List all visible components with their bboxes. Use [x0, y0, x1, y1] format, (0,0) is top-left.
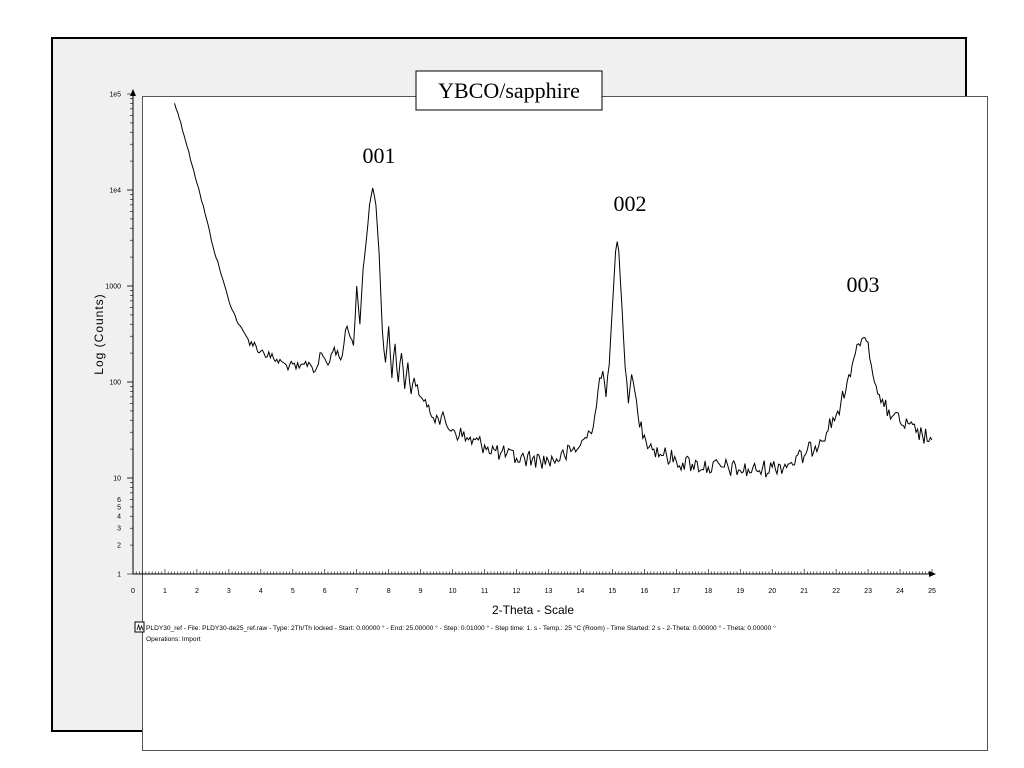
x-axis-arrow: [929, 571, 936, 577]
y-tick-label: 10: [113, 476, 121, 483]
x-tick-label: 8: [387, 588, 391, 595]
x-tick-label: 18: [704, 588, 712, 595]
y-axis-label: Log (Counts): [92, 293, 106, 374]
x-tick-label: 3: [227, 588, 231, 595]
legend-swatch-glyph: [136, 623, 144, 632]
slide-frame: [51, 37, 988, 751]
x-tick-label: 22: [832, 588, 840, 595]
x-tick-label: 1: [163, 588, 167, 595]
annotation-003: 003: [847, 272, 880, 297]
y-tick-marks: [127, 93, 133, 575]
y-tick-label: 3: [117, 526, 121, 533]
x-tick-label: 20: [768, 588, 776, 595]
x-tick-label: 7: [355, 588, 359, 595]
y-tick-label: 1000: [105, 284, 121, 291]
x-tick-label: 13: [545, 588, 553, 595]
x-axis-label: 2-Theta - Scale: [492, 603, 574, 617]
legend-operations: Operations: Import: [146, 636, 201, 643]
annotation-002: 002: [614, 191, 647, 216]
y-tick-label: 5: [117, 504, 121, 511]
annotation-001: 001: [363, 143, 396, 168]
x-tick-label: 10: [449, 588, 457, 595]
y-tick-label: 4: [117, 514, 121, 521]
x-tick-label: 2: [195, 588, 199, 595]
x-tick-label: 9: [419, 588, 423, 595]
x-tick-label: 11: [481, 588, 488, 595]
x-tick-label: 23: [864, 588, 872, 595]
x-tick-label: 19: [736, 588, 744, 595]
x-tick-labels: 0 1 2 3 4 5 6 7 8 9 10 11 12 13 14 15 16 17 18 19 20 21 22 23 24…: [131, 588, 936, 595]
chart-title: YBCO/sapphire: [438, 78, 580, 103]
legend-text: PLDY30_ref - File: PLDY30-de25_ref.raw -…: [146, 624, 776, 632]
x-tick-label: 16: [640, 588, 648, 595]
x-tick-label: 25: [928, 588, 936, 595]
x-tick-label: 24: [896, 588, 904, 595]
plot-area: [142, 96, 988, 751]
y-tick-label: 1: [117, 572, 121, 579]
x-tick-marks: [132, 569, 933, 574]
x-tick-label: 14: [577, 588, 585, 595]
x-tick-label: 17: [672, 588, 680, 595]
y-tick-label: 100: [109, 380, 121, 387]
title-box: [415, 70, 603, 111]
y-tick-label: 1e4: [109, 188, 121, 195]
x-tick-label: 5: [291, 588, 295, 595]
y-axis-arrow: [130, 89, 136, 96]
x-tick-label: 6: [323, 588, 327, 595]
y-tick-label: 6: [117, 497, 121, 504]
x-tick-label: 0: [131, 588, 135, 595]
x-tick-label: 15: [609, 588, 617, 595]
x-tick-label: 21: [800, 588, 808, 595]
y-tick-label: 1e5: [109, 92, 121, 99]
y-tick-labels: 1 2 3 4 56 10 100 1000 1e4 1e5: [105, 92, 121, 579]
series-line: [174, 103, 933, 478]
x-tick-label: 12: [513, 588, 521, 595]
y-tick-label: 2: [117, 543, 121, 550]
x-tick-label: 4: [259, 588, 263, 595]
